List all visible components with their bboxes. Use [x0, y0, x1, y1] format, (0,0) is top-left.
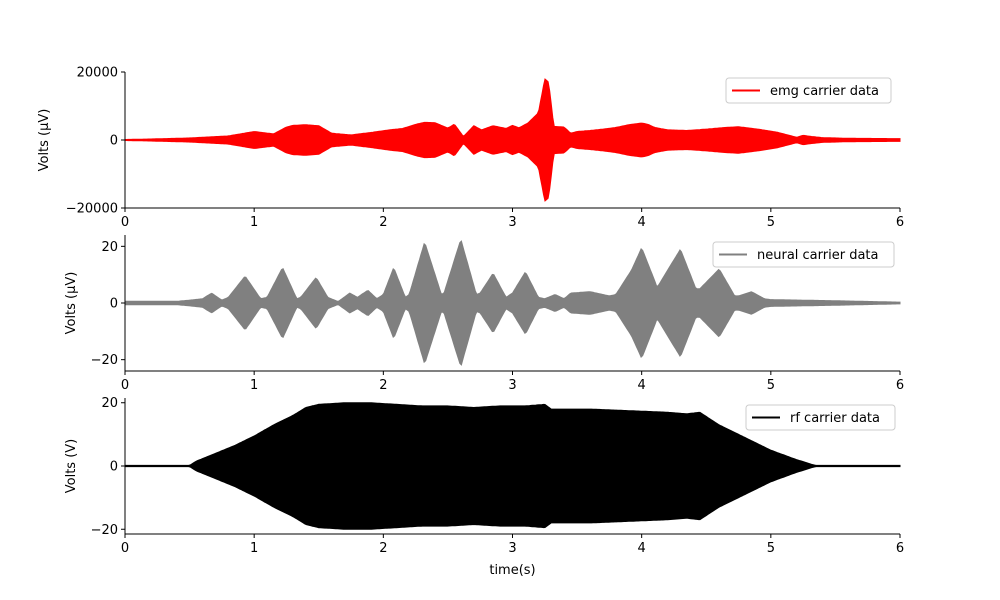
x-tick-label: 2 — [379, 215, 387, 230]
y-tick-label: 0 — [110, 460, 118, 475]
x-tick-label: 0 — [121, 215, 129, 230]
x-tick-label: 5 — [767, 378, 775, 393]
x-tick-label: 0 — [121, 378, 129, 393]
legend-label: rf carrier data — [790, 411, 880, 426]
x-axis-label: time(s) — [489, 563, 535, 578]
x-tick-label: 1 — [250, 378, 258, 393]
y-tick-label: −20 — [91, 353, 118, 368]
y-tick-label: 20000 — [77, 66, 118, 81]
legend-label: emg carrier data — [770, 84, 879, 99]
x-tick-label: 5 — [767, 541, 775, 556]
x-tick-label: 3 — [508, 541, 516, 556]
y-axis-label: Volts (μV) — [37, 109, 52, 172]
y-tick-label: 0 — [110, 297, 118, 312]
legend-box — [725, 77, 892, 104]
x-tick-label: 2 — [379, 541, 387, 556]
x-tick-label: 4 — [638, 378, 646, 393]
x-tick-label: 3 — [508, 378, 516, 393]
y-tick-label: −20000 — [66, 202, 118, 217]
y-tick-label: 20 — [101, 396, 118, 411]
y-axis-label: Volts (μV) — [64, 272, 79, 335]
x-tick-label: 0 — [121, 541, 129, 556]
x-tick-label: 5 — [767, 215, 775, 230]
x-tick-label: 1 — [250, 215, 258, 230]
legend-label: neural carrier data — [757, 248, 878, 263]
x-tick-label: 6 — [896, 215, 904, 230]
x-tick-label: 1 — [250, 541, 258, 556]
x-tick-label: 4 — [638, 215, 646, 230]
y-tick-label: 0 — [110, 134, 118, 149]
x-tick-label: 6 — [896, 378, 904, 393]
y-tick-label: −20 — [91, 523, 118, 538]
legend-box — [745, 404, 896, 431]
x-tick-label: 6 — [896, 541, 904, 556]
y-tick-label: 20 — [101, 240, 118, 255]
x-tick-label: 2 — [379, 378, 387, 393]
y-axis-label: Volts (V) — [64, 439, 79, 494]
x-tick-label: 3 — [508, 215, 516, 230]
legend-box — [712, 241, 895, 268]
x-tick-label: 4 — [638, 541, 646, 556]
